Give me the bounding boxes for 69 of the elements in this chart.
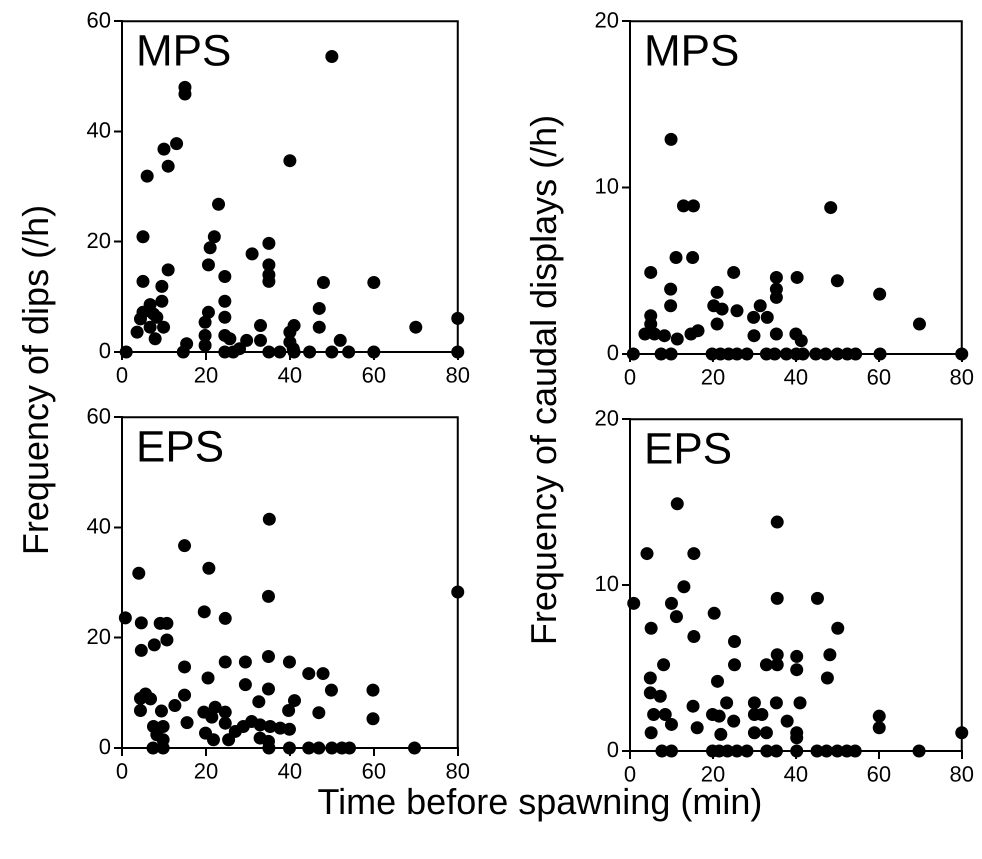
chart-title: EPS	[136, 422, 224, 472]
chart-title: MPS	[136, 26, 232, 76]
point	[830, 274, 844, 288]
point	[747, 329, 760, 342]
x-tick-label: 0	[116, 758, 128, 784]
x-tick-label: 20	[194, 362, 218, 388]
point	[670, 250, 683, 264]
point	[664, 282, 678, 296]
x-tick-label: 60	[866, 761, 892, 786]
chart-title: MPS	[644, 26, 740, 76]
x-tick-label: 20	[194, 758, 218, 784]
point	[912, 318, 926, 331]
point	[664, 132, 678, 146]
y-tick-label: 0	[606, 737, 619, 762]
point	[873, 288, 886, 301]
point	[747, 310, 760, 324]
x-tick-label: 80	[950, 761, 974, 786]
x-tick-label: 60	[866, 364, 892, 390]
y-tick-label: 10	[594, 174, 619, 199]
point	[658, 329, 671, 342]
point	[716, 302, 729, 316]
y-tick-label: 10	[594, 571, 619, 596]
y-tick-label: 40	[86, 514, 111, 539]
y-tick-label: 60	[86, 7, 111, 32]
y-axis-title: Frequency of caudal displays (/h)	[523, 114, 564, 646]
point	[710, 286, 724, 299]
point	[686, 199, 700, 212]
x-tick-label: 40	[278, 758, 302, 784]
point	[664, 348, 678, 360]
y-tick-label: 20	[86, 624, 111, 649]
x-tick-label: 40	[784, 364, 808, 390]
point	[760, 310, 774, 324]
x-tick-label: 60	[362, 758, 386, 784]
y-tick-label: 20	[594, 7, 619, 32]
y-axis-title: Frequency of dips (/h)	[15, 204, 56, 556]
x-tick-label: 20	[700, 364, 726, 390]
chart-title: EPS	[644, 424, 732, 474]
point	[770, 328, 783, 341]
x-tick-label: 80	[446, 362, 470, 388]
x-tick-label: 0	[116, 362, 128, 388]
y-tick-label: 20	[594, 405, 619, 430]
y-tick-label: 0	[98, 734, 111, 760]
point	[727, 266, 740, 279]
point	[824, 201, 838, 214]
point	[710, 318, 724, 331]
x-tick-label: 0	[624, 364, 636, 390]
y-tick-label: 60	[86, 403, 111, 428]
point	[664, 299, 678, 312]
x-tick-label: 80	[446, 758, 470, 784]
point	[644, 266, 658, 279]
point	[770, 270, 783, 284]
y-tick-label: 0	[98, 338, 111, 364]
point	[686, 250, 700, 264]
x-tick-label: 40	[784, 761, 808, 786]
point	[794, 334, 808, 348]
point	[790, 270, 804, 284]
x-tick-label: 80	[950, 364, 974, 390]
y-tick-label: 20	[86, 228, 111, 253]
y-tick-label: 0	[606, 340, 619, 366]
point	[874, 348, 887, 360]
x-tick-label: 60	[362, 362, 386, 388]
point	[819, 348, 832, 360]
point	[730, 304, 744, 318]
point	[670, 332, 684, 346]
y-tick-label: 40	[86, 118, 111, 143]
x-tick-label: 40	[278, 362, 302, 388]
point	[754, 299, 767, 312]
point	[692, 324, 705, 338]
point	[740, 348, 754, 360]
